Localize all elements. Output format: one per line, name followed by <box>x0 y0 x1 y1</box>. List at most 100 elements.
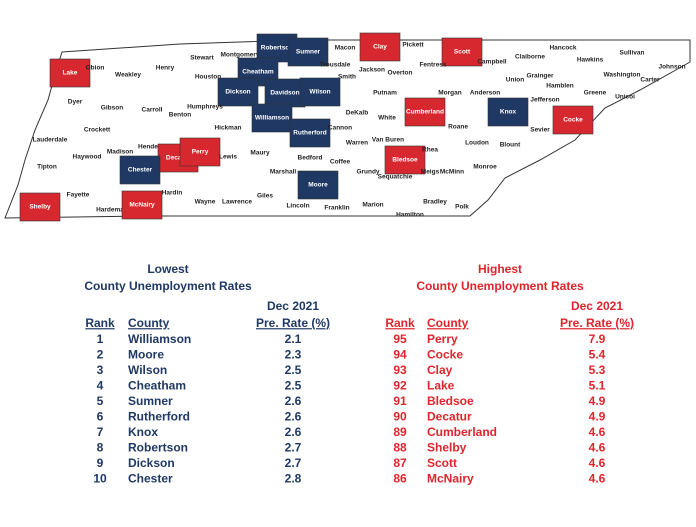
rate: 5.1 <box>589 379 606 393</box>
county-label: Jackson <box>359 67 385 74</box>
county: Chester <box>128 472 173 486</box>
county-label: Wilson <box>309 89 330 96</box>
county-label: Dyer <box>68 99 83 106</box>
county-label: Robertson <box>261 45 294 52</box>
county-fill <box>487 97 529 127</box>
table-subtitle: County Unemployment Rates <box>416 279 584 293</box>
county-label: Bradley <box>423 199 447 206</box>
rank: 94 <box>393 348 407 362</box>
county-label: Dickson <box>225 89 250 96</box>
county-label: Obion <box>86 65 105 72</box>
county-label: McMinn <box>440 169 464 176</box>
tables: Lowest County Unemployment Rates Dec 2021 R… <box>84 262 634 486</box>
county-label: Anderson <box>470 90 500 97</box>
column-header: Rank <box>85 316 115 330</box>
county-label: Hardeman <box>96 207 128 214</box>
county: Cumberland <box>427 425 497 439</box>
county: Dickson <box>128 456 175 470</box>
rank: 92 <box>393 379 407 393</box>
county-label: Cocke <box>563 117 583 124</box>
county-label: Cannon <box>328 125 352 132</box>
county-label: Sevier <box>530 127 550 134</box>
county-label: Hamilton <box>396 212 424 219</box>
county-label: Washington <box>604 72 641 79</box>
county-fill <box>287 37 329 67</box>
county-fill <box>289 118 331 148</box>
county-label: Benton <box>169 112 191 119</box>
rate: 2.6 <box>285 410 302 424</box>
county: Cheatham <box>128 379 186 393</box>
rank: 10 <box>93 472 107 486</box>
county-fill <box>217 77 259 107</box>
rate: 2.6 <box>285 394 302 408</box>
county-label: Roane <box>448 124 468 131</box>
county-fill <box>264 78 306 108</box>
county: McNairy <box>427 472 474 486</box>
rate: 2.5 <box>285 363 302 377</box>
state-outline <box>4 39 691 219</box>
county-label: Grainger <box>526 73 554 80</box>
column-header: County <box>128 316 170 330</box>
county-label: Cheatham <box>242 69 274 76</box>
county-label: White <box>378 115 396 122</box>
county-label: Campbell <box>477 59 506 66</box>
county-label: Bledsoe <box>392 157 418 164</box>
rate: 5.4 <box>589 348 606 362</box>
county: Clay <box>427 363 453 377</box>
county-label: Lewis <box>219 154 237 161</box>
rank: 93 <box>393 363 407 377</box>
county: Williamson <box>128 332 191 346</box>
county-label: Davidson <box>270 90 299 97</box>
rank: 5 <box>97 394 104 408</box>
rate: 2.1 <box>285 332 302 346</box>
table-subtitle: County Unemployment Rates <box>84 279 252 293</box>
county-fill <box>179 137 221 167</box>
county-label: Monroe <box>473 164 497 171</box>
county-label: Sullivan <box>620 50 645 57</box>
county-label: Knox <box>500 109 517 116</box>
county-label: Franklin <box>324 205 349 212</box>
county-label: Hancock <box>549 45 576 52</box>
county-label: Hawkins <box>577 57 604 64</box>
county-label: Lawrence <box>222 199 252 206</box>
county-label: Madison <box>107 149 133 156</box>
county-label: Coffee <box>330 159 351 166</box>
county-label: Fentress <box>419 62 446 69</box>
county-label: Henderson <box>138 144 172 151</box>
county-label: Johnson <box>658 64 685 71</box>
county-label: Pickett <box>402 42 424 49</box>
county: Decatur <box>427 410 472 424</box>
county-label: Marion <box>362 202 383 209</box>
column-header: Rank <box>385 316 415 330</box>
rate: 2.5 <box>285 379 302 393</box>
county-label: Unicoi <box>615 94 635 101</box>
county-label: Clay <box>373 44 387 51</box>
county-fill <box>251 103 293 133</box>
rank: 88 <box>393 441 407 455</box>
county-label: Putnam <box>373 90 397 97</box>
column-header: Pre. Rate (%) <box>560 316 634 330</box>
county-label: Morgan <box>438 90 462 97</box>
county-label: Jefferson <box>530 97 559 104</box>
rank: 2 <box>97 348 104 362</box>
rank: 86 <box>393 472 407 486</box>
county-label: Chester <box>128 167 153 174</box>
county: Shelby <box>427 441 467 455</box>
county-fill <box>19 192 61 222</box>
county-label: Sumner <box>296 49 321 56</box>
county-label: Carroll <box>142 107 163 114</box>
county-label: Wayne <box>195 199 216 206</box>
rank: 9 <box>97 456 104 470</box>
table-period: Dec 2021 <box>571 299 623 313</box>
county-label: Claiborne <box>515 54 545 61</box>
rate: 4.6 <box>589 456 606 470</box>
rate: 2.7 <box>285 456 302 470</box>
county-fill <box>441 37 483 67</box>
county: Sumner <box>128 394 173 408</box>
county-label: Lincoln <box>286 203 309 210</box>
rank: 1 <box>97 332 104 346</box>
county: Knox <box>128 425 158 439</box>
county-label: Tipton <box>37 164 57 171</box>
county-label: Haywood <box>73 154 102 161</box>
